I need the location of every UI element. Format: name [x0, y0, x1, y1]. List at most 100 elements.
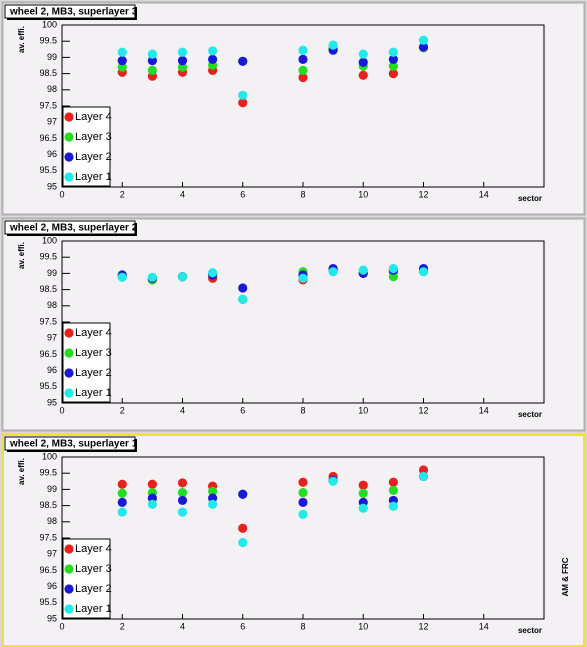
- legend-label: Layer 2: [75, 583, 112, 595]
- data-point: [238, 56, 248, 66]
- y-tick-label: 98.5: [39, 68, 57, 78]
- data-point: [177, 272, 188, 282]
- x-axis-label: sector: [518, 194, 542, 203]
- data-point: [238, 294, 248, 304]
- x-tick-label: 12: [418, 405, 428, 415]
- data-point: [298, 273, 308, 283]
- y-tick-label: 96.5: [39, 349, 57, 359]
- data-point: [208, 54, 218, 64]
- y-tick-label: 98: [47, 84, 57, 94]
- y-tick-label: 97.5: [39, 532, 57, 542]
- data-point: [238, 283, 248, 293]
- data-point: [117, 62, 127, 72]
- y-tick-label: 100: [42, 235, 57, 245]
- x-tick-label: 2: [120, 621, 125, 631]
- y-tick-label: 97: [47, 333, 57, 343]
- legend-label: Layer 4: [75, 111, 112, 123]
- data-point: [358, 265, 368, 275]
- x-tick-label: 8: [300, 405, 305, 415]
- data-point: [358, 488, 368, 498]
- legend-label: Layer 3: [75, 347, 112, 359]
- data-point: [238, 98, 248, 108]
- y-axis-label: av. effi.: [17, 242, 26, 269]
- data-point: [177, 47, 188, 57]
- y-tick-label: 99: [47, 268, 57, 278]
- data-point: [177, 478, 188, 488]
- y-tick-label: 96: [47, 149, 57, 159]
- pad: wheel 2, MB3, superlayer 3 95 95.5 96 96.5 97…: [1, 1, 586, 216]
- legend-marker: [64, 368, 74, 378]
- x-tick-label: 6: [240, 621, 245, 631]
- data-point: [418, 267, 429, 277]
- x-tick-label: 12: [418, 621, 428, 631]
- data-point: [177, 507, 188, 517]
- data-point: [298, 72, 308, 83]
- data-point: [117, 272, 127, 282]
- legend-label: Layer 4: [75, 327, 112, 339]
- x-tick-label: 2: [120, 405, 125, 415]
- data-point: [117, 507, 127, 517]
- legend-marker: [64, 328, 74, 338]
- x-tick-label: 4: [180, 189, 185, 199]
- data-point: [328, 40, 338, 50]
- x-tick-label: 6: [240, 405, 245, 415]
- data-point: [298, 477, 308, 487]
- y-tick-label: 98: [47, 516, 57, 526]
- data-point: [177, 62, 188, 72]
- x-tick-label: 10: [358, 405, 368, 415]
- annotation: AM & FRC: [561, 557, 570, 596]
- data-point: [298, 497, 308, 507]
- title-box: [4, 436, 136, 451]
- legend-label: Layer 3: [75, 131, 112, 143]
- legend-label: Layer 2: [75, 367, 112, 379]
- y-tick-label: 96.5: [39, 565, 57, 575]
- data-point: [418, 465, 429, 475]
- legend-label: Layer 2: [75, 151, 112, 163]
- data-point: [298, 65, 308, 75]
- y-tick-label: 97: [47, 117, 57, 127]
- x-tick-label: 14: [479, 189, 489, 199]
- y-tick-label: 98.5: [39, 500, 57, 510]
- data-point: [298, 488, 308, 498]
- data-point: [298, 509, 308, 519]
- data-point: [328, 476, 338, 486]
- legend-label: Layer 4: [75, 543, 112, 555]
- data-point: [208, 499, 218, 509]
- y-tick-label: 99.5: [39, 36, 57, 46]
- data-point: [147, 56, 157, 66]
- data-point: [388, 47, 398, 57]
- data-point: [147, 65, 157, 75]
- data-point: [208, 268, 218, 278]
- plot-frame: [61, 240, 545, 404]
- pad: wheel 2, MB3, superlayer 2 95 95.5 96 96.5 97…: [1, 217, 586, 432]
- y-tick-label: 99.5: [39, 252, 57, 262]
- x-tick-label: 0: [59, 405, 64, 415]
- y-tick-label: 98.5: [39, 284, 57, 294]
- title-box: [4, 4, 136, 19]
- x-tick-label: 4: [180, 405, 185, 415]
- y-tick-label: 97.5: [39, 316, 57, 326]
- data-point: [238, 90, 248, 100]
- y-tick-label: 95: [47, 181, 57, 191]
- title-box: [4, 220, 136, 235]
- legend-marker: [64, 604, 74, 614]
- x-axis-label: sector: [518, 410, 542, 419]
- data-point: [147, 272, 157, 282]
- data-point: [147, 49, 157, 59]
- data-point: [388, 61, 398, 71]
- x-tick-label: 0: [59, 189, 64, 199]
- x-tick-label: 14: [479, 405, 489, 415]
- data-point: [418, 35, 429, 45]
- data-point: [238, 537, 248, 548]
- data-point: [298, 54, 308, 64]
- data-point: [358, 57, 368, 67]
- x-axis-label: sector: [518, 626, 542, 635]
- y-tick-label: 99: [47, 484, 57, 494]
- y-tick-label: 100: [42, 19, 57, 29]
- y-tick-label: 95.5: [39, 381, 57, 391]
- y-axis-label: av. effi.: [17, 458, 26, 485]
- data-point: [358, 70, 368, 80]
- x-tick-label: 12: [418, 189, 428, 199]
- data-point: [298, 45, 308, 55]
- y-axis-label: av. effi.: [17, 26, 26, 53]
